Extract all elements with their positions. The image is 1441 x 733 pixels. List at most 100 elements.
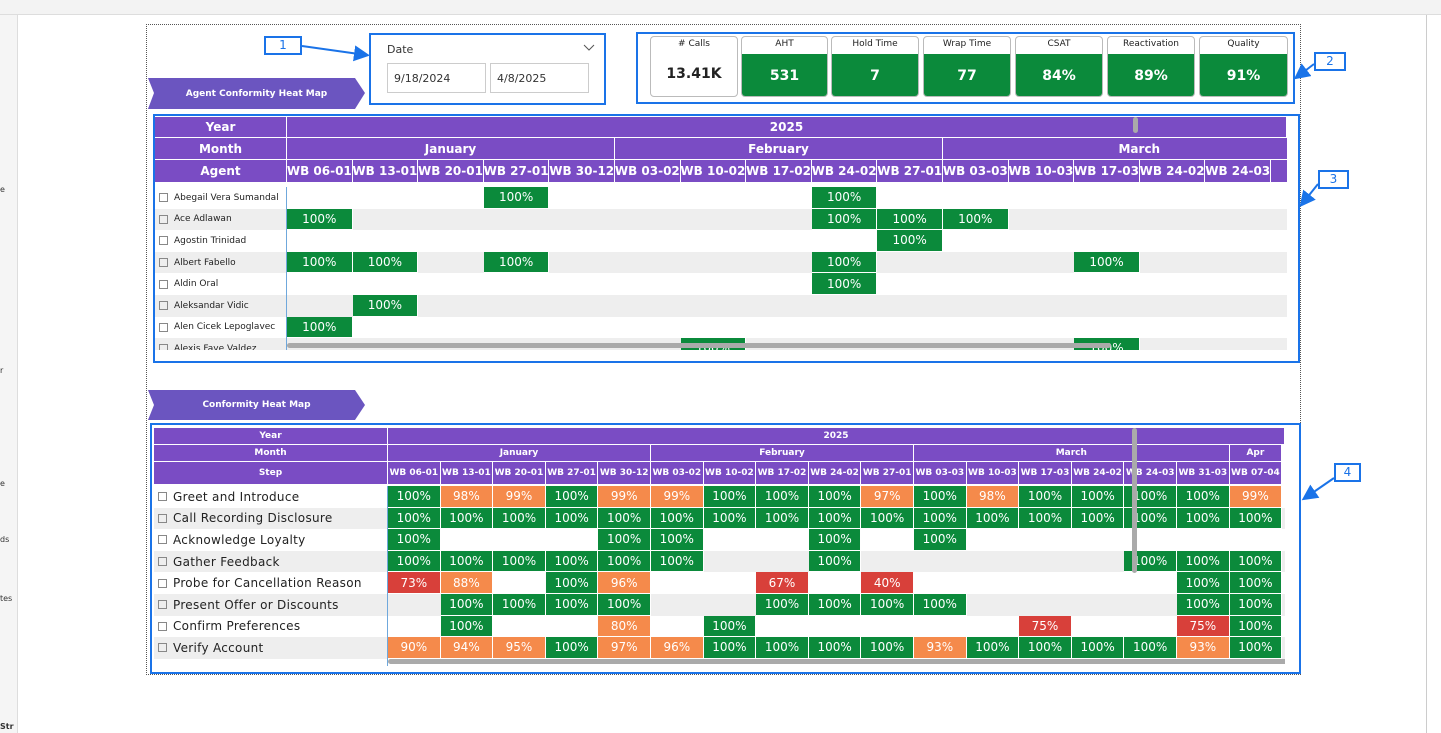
expand-icon[interactable] bbox=[159, 258, 168, 268]
heat-cell: 100% bbox=[811, 251, 878, 274]
kpi-value: 7 bbox=[870, 68, 880, 84]
heat-cell: 100% bbox=[651, 550, 704, 573]
h-scrollbar[interactable] bbox=[388, 659, 1285, 664]
end-date[interactable]: 4/8/2025 bbox=[490, 63, 589, 93]
heat-cell: 100% bbox=[388, 550, 441, 573]
kpi-value-box: 531 bbox=[742, 54, 827, 96]
heat-cell: 100% bbox=[1229, 637, 1283, 659]
heat-cell: 100% bbox=[1019, 637, 1072, 659]
expand-icon[interactable] bbox=[159, 193, 168, 203]
h-scrollbar[interactable] bbox=[287, 343, 1111, 348]
expand-icon[interactable] bbox=[158, 557, 167, 567]
month-header: January bbox=[388, 445, 651, 462]
column-header: WB 10-03 bbox=[1008, 160, 1075, 183]
heat-cell: 100% bbox=[808, 594, 862, 616]
row-label: Ace Adlawan bbox=[155, 209, 287, 231]
kpi-value-box: 89% bbox=[1108, 54, 1194, 96]
dropdown-icon[interactable] bbox=[583, 43, 595, 53]
expand-icon[interactable] bbox=[158, 600, 167, 610]
column-header: WB 24-02 bbox=[811, 160, 878, 183]
expand-icon[interactable] bbox=[158, 535, 167, 545]
kpi-card: Wrap Time 77 bbox=[923, 36, 1011, 97]
heat-cell: 100% bbox=[756, 594, 809, 616]
column-header: WB 24-02 bbox=[808, 462, 862, 485]
row-label: Acknowledge Loyalty bbox=[154, 529, 388, 551]
column-header: WB 24-03 bbox=[1124, 462, 1177, 485]
expand-icon[interactable] bbox=[158, 492, 167, 502]
heat-cell: 100% bbox=[703, 486, 757, 508]
heat-cell: 100% bbox=[483, 251, 550, 274]
agent-visual-border bbox=[153, 114, 1300, 363]
heat-cell: 96% bbox=[651, 637, 704, 659]
column-header: WB 17-03 bbox=[1019, 462, 1072, 485]
row-label: Probe for Cancellation Reason bbox=[154, 572, 388, 594]
kpi-value: 77 bbox=[957, 68, 977, 84]
heat-cell: 100% bbox=[440, 615, 494, 638]
callout: 2 bbox=[1314, 52, 1346, 71]
column-header: WB 03-03 bbox=[914, 462, 967, 485]
heat-cell: 100% bbox=[914, 594, 967, 616]
heat-cell: 100% bbox=[598, 529, 651, 551]
expand-icon[interactable] bbox=[158, 621, 167, 631]
kpi-label: Wrap Time bbox=[942, 39, 992, 49]
month-header: January bbox=[287, 138, 615, 160]
row-band bbox=[155, 316, 1287, 339]
expand-icon[interactable] bbox=[159, 279, 168, 289]
expand-icon[interactable] bbox=[159, 344, 168, 350]
banner-shape bbox=[148, 390, 365, 420]
expand-icon[interactable] bbox=[158, 513, 167, 523]
row-label: Gather Feedback bbox=[154, 551, 388, 573]
heat-cell: 100% bbox=[1124, 507, 1177, 530]
expand-icon[interactable] bbox=[159, 301, 168, 311]
expand-icon[interactable] bbox=[159, 322, 168, 332]
heat-cell: 100% bbox=[861, 507, 914, 530]
expand-icon[interactable] bbox=[159, 236, 168, 246]
heat-cell: 100% bbox=[808, 486, 862, 508]
heat-cell: 100% bbox=[1229, 507, 1283, 530]
row-label: Confirm Preferences bbox=[154, 616, 388, 638]
row-label-text: Ace Adlawan bbox=[174, 214, 232, 225]
heat-cell: 100% bbox=[545, 594, 599, 616]
month-header: February bbox=[651, 445, 914, 462]
row-band bbox=[154, 594, 1285, 616]
column-header: WB 31-03 bbox=[1177, 462, 1230, 485]
row-label-text: Verify Account bbox=[173, 640, 264, 655]
row-label-text: Albert Fabello bbox=[174, 257, 236, 268]
heat-cell: 100% bbox=[545, 550, 599, 573]
heat-cell: 100% bbox=[440, 594, 494, 616]
heat-cell: 100% bbox=[808, 507, 862, 530]
expand-icon[interactable] bbox=[158, 578, 167, 588]
expand-icon[interactable] bbox=[158, 643, 167, 653]
start-date[interactable]: 9/18/2024 bbox=[387, 63, 486, 93]
kpi-label: Quality bbox=[1227, 39, 1260, 49]
row-label: Agostin Trinidad bbox=[155, 230, 287, 252]
expand-icon[interactable] bbox=[159, 214, 168, 224]
kpi-card: AHT 531 bbox=[741, 36, 828, 97]
v-scrollbar[interactable] bbox=[1132, 428, 1137, 573]
heat-cell: 100% bbox=[1229, 594, 1283, 616]
heat-cell: 100% bbox=[287, 208, 353, 231]
kpi-card: Reactivation 89% bbox=[1107, 36, 1195, 97]
column-header: WB 17-03 bbox=[1074, 160, 1140, 183]
column-header: WB 10-03 bbox=[966, 462, 1020, 485]
row-band bbox=[155, 295, 1287, 317]
v-scrollbar[interactable] bbox=[1133, 117, 1138, 133]
row-label: Albert Fabello bbox=[155, 252, 287, 274]
arrow bbox=[301, 45, 370, 62]
row-label: Verify Account bbox=[154, 637, 388, 659]
heat-cell: 100% bbox=[943, 208, 1009, 231]
row-label-text: Present Offer or Discounts bbox=[173, 597, 339, 612]
kpi-card: Quality 91% bbox=[1199, 36, 1288, 97]
heat-cell: 40% bbox=[861, 572, 914, 594]
heat-cell: 100% bbox=[703, 615, 757, 638]
kpi-value: 13.41K bbox=[666, 65, 722, 82]
heat-cell: 100% bbox=[545, 486, 599, 508]
column-header: WB 06-01 bbox=[388, 462, 441, 485]
date-slicer[interactable]: Date 9/18/2024 4/8/2025 bbox=[369, 33, 606, 105]
heat-cell: 100% bbox=[877, 230, 943, 252]
heat-cell: 100% bbox=[651, 507, 704, 530]
row-label-text: Aleksandar Vidic bbox=[174, 300, 249, 311]
row-label-text: Greet and Introduce bbox=[173, 489, 300, 504]
heat-cell: 100% bbox=[1229, 550, 1283, 573]
kpi-label: AHT bbox=[775, 39, 794, 49]
